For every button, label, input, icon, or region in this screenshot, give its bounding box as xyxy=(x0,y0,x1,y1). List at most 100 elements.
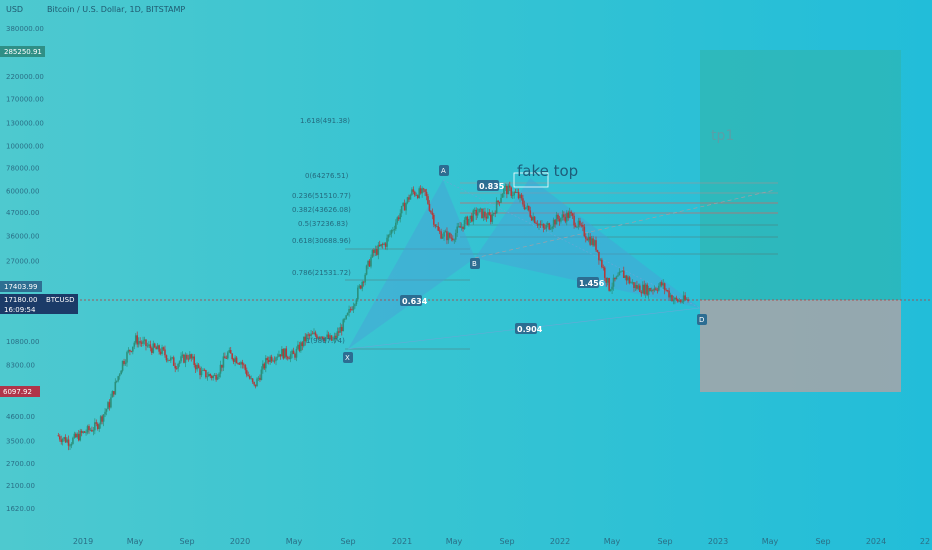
candle-body xyxy=(376,249,378,255)
candle-body xyxy=(317,337,320,339)
candle-body xyxy=(291,350,293,355)
candle-body xyxy=(446,231,448,241)
candle-body xyxy=(361,281,364,289)
candle-body xyxy=(424,189,426,192)
candle-body xyxy=(590,238,593,245)
y-tick-label: 1620.00 xyxy=(6,505,35,513)
candle-body xyxy=(307,334,309,336)
candle-body xyxy=(466,216,469,225)
candle-body xyxy=(70,443,73,446)
point-x: X xyxy=(343,352,353,363)
candle-body xyxy=(548,223,551,230)
candle-body xyxy=(617,275,619,277)
candle-body xyxy=(577,220,580,227)
candle-body xyxy=(620,271,622,273)
x-tick-label: 2020 xyxy=(230,537,250,546)
candle-body xyxy=(253,381,255,385)
candle-body xyxy=(367,260,369,266)
x-axis: 2019 May Sep 2020 May Sep 2021 May Sep 2022 May Sep… xyxy=(73,537,930,546)
candle-body xyxy=(450,237,453,239)
candle-body xyxy=(555,214,558,225)
candle-body xyxy=(107,402,109,410)
candle-body xyxy=(224,356,226,359)
x-tick-label: May xyxy=(604,537,621,546)
badge-price-1: 17403.99 xyxy=(0,281,42,292)
candle-body xyxy=(348,309,350,314)
candle-body xyxy=(346,313,349,316)
candle-body xyxy=(227,352,229,359)
candle-body xyxy=(406,197,409,203)
svg-text:0.634: 0.634 xyxy=(402,297,428,306)
candle-body xyxy=(187,358,190,360)
candle-body xyxy=(516,192,518,193)
candle-body xyxy=(362,281,365,283)
candle-body xyxy=(101,416,103,422)
candle-body xyxy=(557,214,559,219)
y-tick-label: 130000.00 xyxy=(6,119,44,127)
candle-body xyxy=(183,354,185,363)
candle-body xyxy=(678,300,681,302)
candle-body xyxy=(522,198,524,205)
candle-body xyxy=(196,364,198,370)
candle-body xyxy=(210,376,213,379)
candle-body xyxy=(294,353,296,358)
candle-body xyxy=(73,433,76,438)
candle-body xyxy=(387,234,390,238)
candle-body xyxy=(292,350,295,354)
candle-body xyxy=(102,414,105,422)
candle-body xyxy=(184,354,187,363)
candle-body xyxy=(508,185,511,188)
candle-body xyxy=(682,295,685,302)
candle-body xyxy=(300,342,302,351)
candle-body xyxy=(633,282,635,289)
candle-body xyxy=(115,380,118,382)
candle-body xyxy=(82,431,84,433)
candle-body xyxy=(86,426,89,433)
badge-price-2: 17180.00 BTCUSD 16:09:54 xyxy=(0,294,78,314)
y-tick-label: 3500.00 xyxy=(6,437,35,445)
candle-body xyxy=(463,219,466,230)
candle-body xyxy=(586,238,589,241)
candle-body xyxy=(231,353,233,360)
candle-body xyxy=(647,288,650,295)
candle-body xyxy=(105,409,108,412)
candle-body xyxy=(646,284,648,295)
candle-body xyxy=(136,335,139,345)
candle-body xyxy=(622,270,625,278)
candle-body xyxy=(314,332,317,336)
candle-body xyxy=(336,331,339,338)
candle-body xyxy=(228,350,231,353)
candle-body xyxy=(627,277,629,281)
candle-body xyxy=(161,347,163,354)
candle-body xyxy=(444,231,447,233)
candles xyxy=(57,181,689,451)
candle-body xyxy=(507,185,510,195)
candle-body xyxy=(659,282,662,286)
candle-body xyxy=(273,360,276,362)
candle-body xyxy=(561,214,564,218)
candle-body xyxy=(409,194,412,200)
candle-body xyxy=(148,344,150,346)
tp1-label: tp1 xyxy=(711,128,734,144)
candle-body xyxy=(319,337,321,339)
x-tick-label: 2022 xyxy=(550,537,570,546)
candle-body xyxy=(390,230,393,234)
candle-body xyxy=(267,360,270,362)
candle-body xyxy=(91,429,93,432)
candle-body xyxy=(189,354,191,359)
candle-body xyxy=(311,333,314,335)
candle-body xyxy=(628,277,631,284)
candle-body xyxy=(418,188,421,198)
candle-body xyxy=(441,236,444,239)
x-tick-label: May xyxy=(127,537,144,546)
y-tick-label: 2100.00 xyxy=(6,482,35,490)
candle-body xyxy=(603,267,606,278)
x-tick-label: May xyxy=(286,537,303,546)
candle-body xyxy=(624,275,627,278)
candle-body xyxy=(251,378,254,382)
candle-body xyxy=(120,370,122,375)
candle-body xyxy=(456,226,458,233)
candle-body xyxy=(110,397,112,408)
candle-body xyxy=(276,356,279,358)
